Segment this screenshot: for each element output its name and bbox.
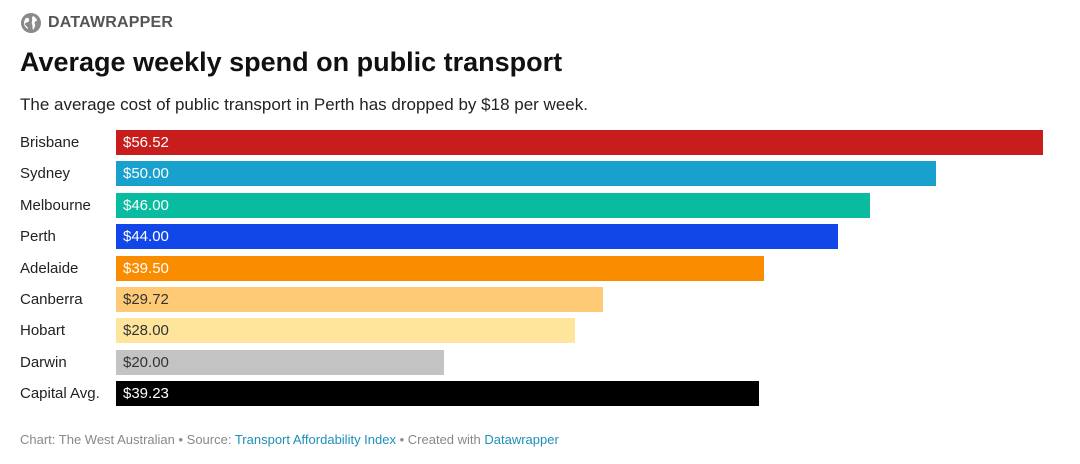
footer-created-prefix: • Created with [396,432,485,447]
bar-value-hobart: $28.00 [123,322,169,339]
row-label-hobart: Hobart [20,322,66,339]
bar-adelaide [116,256,764,281]
bar-capital-avg [116,381,759,406]
bar-darwin [116,350,444,375]
globe-icon [21,13,41,33]
brand-name: DATAWRAPPER [48,14,174,31]
row-label-capital-avg: Capital Avg. [20,385,100,402]
row-label-darwin: Darwin [20,354,67,371]
bar-value-melbourne: $46.00 [123,197,169,214]
footer-datawrapper-link[interactable]: Datawrapper [484,432,559,447]
bar-melbourne [116,193,870,218]
bar-value-perth: $44.00 [123,228,169,245]
row-label-melbourne: Melbourne [20,197,91,214]
bar-canberra [116,287,603,312]
bar-value-capital-avg: $39.23 [123,385,169,402]
row-label-brisbane: Brisbane [20,134,80,151]
footer-source-prefix: • Source: [174,432,235,447]
footer-chart-author: The West Australian [58,432,175,447]
bar-hobart [116,318,575,343]
row-label-adelaide: Adelaide [20,260,79,277]
bar-perth [116,224,838,249]
footer-chart-prefix: Chart: [20,432,59,447]
row-label-sydney: Sydney [20,165,71,182]
bar-value-sydney: $50.00 [123,165,169,182]
bar-sydney [116,161,936,186]
chart-footer: Chart: The West Australian • Source: Tra… [20,432,559,447]
bar-brisbane [116,130,1043,155]
row-label-canberra: Canberra [20,291,83,308]
bar-value-adelaide: $39.50 [123,260,169,277]
chart-subtitle: The average cost of public transport in … [20,95,588,114]
row-label-perth: Perth [20,228,56,245]
brand-header[interactable]: DATAWRAPPER [20,12,173,34]
chart-title: Average weekly spend on public transport [20,47,563,77]
footer-source-link[interactable]: Transport Affordability Index [234,432,396,447]
bar-value-canberra: $29.72 [123,291,169,308]
bar-value-brisbane: $56.52 [123,134,169,151]
bar-value-darwin: $20.00 [123,354,169,371]
